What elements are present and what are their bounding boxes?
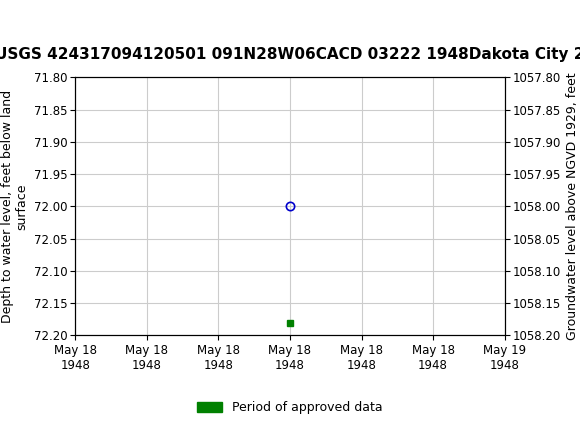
Text: USGS 424317094120501 091N28W06CACD 03222 1948Dakota City 2: USGS 424317094120501 091N28W06CACD 03222… bbox=[0, 47, 580, 62]
Text: USGS: USGS bbox=[12, 16, 71, 35]
Y-axis label: Groundwater level above NGVD 1929, feet: Groundwater level above NGVD 1929, feet bbox=[566, 73, 579, 340]
Text: █USGS: █USGS bbox=[6, 17, 75, 35]
Legend: Period of approved data: Period of approved data bbox=[192, 396, 388, 419]
Y-axis label: Depth to water level, feet below land
surface: Depth to water level, feet below land su… bbox=[1, 90, 28, 323]
